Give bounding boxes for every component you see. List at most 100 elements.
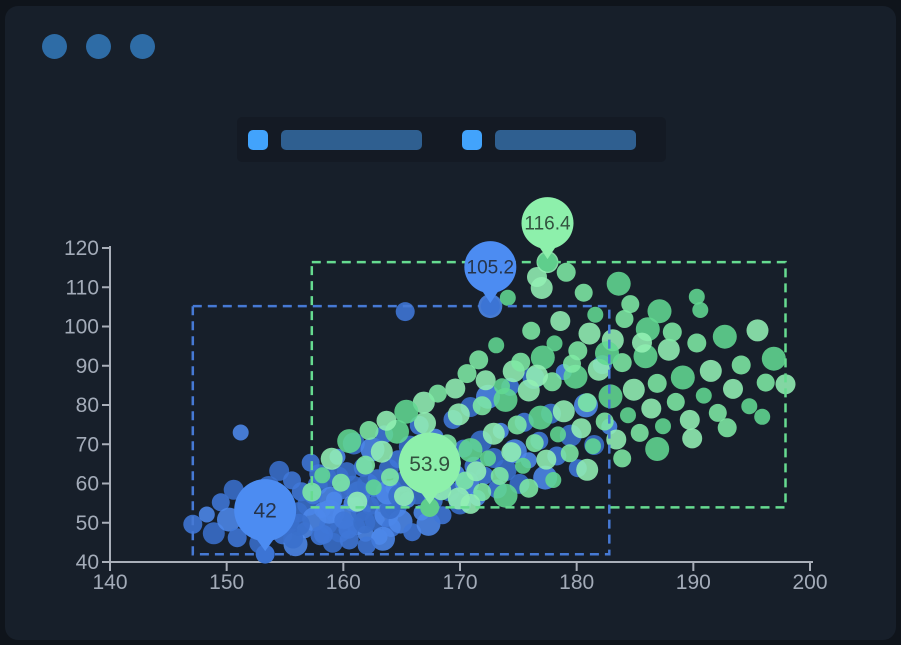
data-point-green[interactable] bbox=[655, 418, 671, 435]
data-point-green[interactable] bbox=[585, 438, 601, 455]
data-point-green[interactable] bbox=[545, 472, 562, 488]
data-point-green[interactable] bbox=[490, 467, 509, 485]
data-point-green[interactable] bbox=[445, 378, 466, 399]
data-point-green[interactable] bbox=[708, 403, 727, 422]
data-point-green[interactable] bbox=[761, 346, 786, 371]
data-point-green[interactable] bbox=[337, 429, 362, 454]
data-point-green[interactable] bbox=[376, 410, 397, 431]
data-point-green[interactable] bbox=[620, 407, 636, 424]
data-point-green[interactable] bbox=[645, 437, 670, 461]
data-point-green[interactable] bbox=[528, 405, 553, 430]
data-point-green[interactable] bbox=[560, 444, 579, 463]
data-point-blue[interactable] bbox=[232, 424, 249, 441]
data-point-green[interactable] bbox=[595, 341, 619, 366]
data-point-green[interactable] bbox=[731, 355, 751, 375]
data-point-blue[interactable] bbox=[353, 511, 376, 534]
data-point-green[interactable] bbox=[320, 447, 343, 470]
data-point-blue[interactable] bbox=[227, 528, 247, 548]
data-point-green[interactable] bbox=[359, 421, 379, 440]
data-point-green[interactable] bbox=[615, 310, 634, 328]
data-point-green[interactable] bbox=[473, 483, 492, 502]
data-point-blue[interactable] bbox=[334, 511, 353, 530]
data-point-blue[interactable] bbox=[202, 522, 225, 545]
max-marker-pin-green[interactable]: 116.4 bbox=[521, 197, 574, 272]
window-control-dot[interactable] bbox=[42, 34, 67, 59]
data-point-green[interactable] bbox=[546, 335, 563, 352]
data-point-green[interactable] bbox=[550, 311, 571, 331]
data-point-green[interactable] bbox=[332, 473, 350, 492]
data-point-green[interactable] bbox=[525, 434, 544, 453]
data-point-green[interactable] bbox=[606, 429, 627, 450]
data-point-green[interactable] bbox=[414, 412, 436, 435]
data-point-green[interactable] bbox=[526, 364, 548, 387]
data-point-green[interactable] bbox=[754, 408, 771, 425]
data-point-green[interactable] bbox=[515, 457, 531, 474]
data-point-green[interactable] bbox=[519, 478, 539, 498]
legend-item-series-green[interactable] bbox=[462, 129, 636, 150]
data-point-green[interactable] bbox=[556, 262, 576, 282]
data-point-green[interactable] bbox=[488, 337, 505, 354]
data-point-green[interactable] bbox=[662, 322, 682, 342]
data-point-green[interactable] bbox=[692, 302, 709, 318]
data-point-green[interactable] bbox=[577, 393, 597, 413]
data-point-green[interactable] bbox=[641, 398, 662, 419]
data-point-green[interactable] bbox=[458, 438, 483, 463]
max-marker-pin-blue[interactable]: 105.2 bbox=[464, 241, 517, 316]
min-marker-pin-blue[interactable]: 42 bbox=[234, 479, 297, 564]
data-point-green[interactable] bbox=[679, 409, 700, 430]
data-point-green[interactable] bbox=[412, 391, 435, 414]
data-point-blue[interactable] bbox=[403, 523, 422, 542]
data-point-green[interactable] bbox=[574, 283, 593, 302]
data-point-green[interactable] bbox=[687, 333, 707, 353]
data-point-green[interactable] bbox=[695, 387, 712, 404]
data-point-blue[interactable] bbox=[371, 526, 395, 551]
data-point-green[interactable] bbox=[501, 442, 522, 463]
data-point-blue[interactable] bbox=[269, 460, 290, 481]
data-point-green[interactable] bbox=[613, 449, 632, 468]
data-point-green[interactable] bbox=[469, 350, 489, 370]
data-point-green[interactable] bbox=[632, 332, 652, 353]
data-point-green[interactable] bbox=[356, 455, 375, 475]
data-point-green[interactable] bbox=[621, 295, 640, 314]
data-point-green[interactable] bbox=[647, 299, 672, 324]
data-point-green[interactable] bbox=[712, 324, 737, 349]
data-point-green[interactable] bbox=[428, 384, 447, 403]
data-point-green[interactable] bbox=[717, 418, 737, 438]
data-point-blue[interactable] bbox=[211, 493, 230, 512]
data-point-blue[interactable] bbox=[357, 536, 376, 555]
data-point-green[interactable] bbox=[475, 370, 496, 391]
data-point-green[interactable] bbox=[381, 468, 399, 487]
data-point-green[interactable] bbox=[630, 423, 649, 442]
data-point-green[interactable] bbox=[394, 399, 419, 424]
data-point-green[interactable] bbox=[622, 378, 645, 401]
data-point-green[interactable] bbox=[587, 306, 604, 323]
data-point-green[interactable] bbox=[756, 373, 775, 392]
window-control-dot[interactable] bbox=[86, 34, 111, 59]
data-point-green[interactable] bbox=[598, 384, 623, 409]
data-point-green[interactable] bbox=[552, 400, 575, 423]
data-point-green[interactable] bbox=[595, 412, 614, 431]
data-point-green[interactable] bbox=[571, 418, 592, 439]
data-point-green[interactable] bbox=[530, 345, 555, 370]
data-point-green[interactable] bbox=[472, 396, 492, 416]
data-point-green[interactable] bbox=[394, 486, 414, 507]
data-point-green[interactable] bbox=[682, 428, 703, 449]
data-point-green[interactable] bbox=[480, 450, 496, 467]
data-point-green[interactable] bbox=[741, 398, 758, 415]
data-point-blue[interactable] bbox=[314, 525, 333, 544]
data-point-green[interactable] bbox=[494, 378, 510, 395]
data-point-green[interactable] bbox=[522, 321, 541, 340]
min-marker-pin-green[interactable]: 53.9 bbox=[398, 432, 461, 517]
data-point-green[interactable] bbox=[527, 267, 547, 287]
data-point-green[interactable] bbox=[550, 426, 566, 443]
data-point-green[interactable] bbox=[499, 289, 516, 306]
legend-item-series-blue[interactable] bbox=[248, 129, 422, 150]
data-point-green[interactable] bbox=[536, 449, 557, 470]
data-point-green[interactable] bbox=[606, 271, 631, 296]
window-control-dot[interactable] bbox=[130, 34, 155, 59]
data-point-green[interactable] bbox=[511, 352, 531, 372]
data-point-green[interactable] bbox=[746, 319, 769, 342]
data-point-green[interactable] bbox=[457, 364, 477, 384]
data-point-blue[interactable] bbox=[198, 506, 215, 523]
data-point-green[interactable] bbox=[447, 403, 470, 426]
